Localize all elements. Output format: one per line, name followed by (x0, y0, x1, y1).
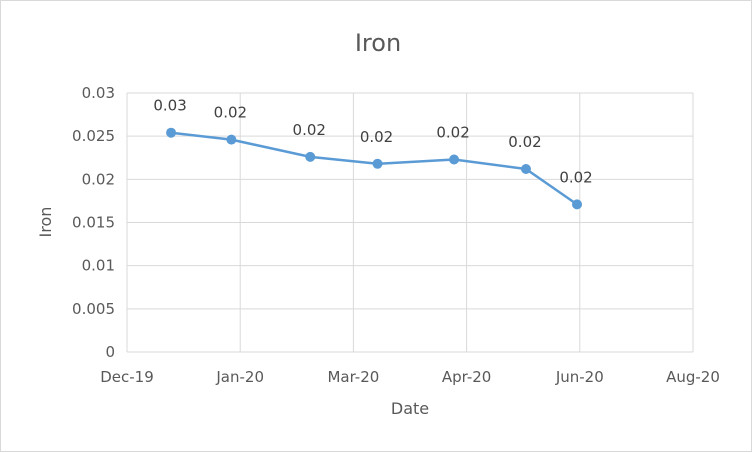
data-point[interactable] (166, 127, 177, 138)
data-label: 0.02 (360, 128, 393, 146)
data-label: 0.02 (559, 168, 592, 186)
chart-title: Iron (355, 29, 401, 57)
y-tick-label: 0.03 (82, 84, 115, 102)
data-point[interactable] (305, 151, 316, 162)
x-tick-label: Aug-20 (666, 368, 720, 386)
data-point[interactable] (572, 199, 583, 210)
y-axis-title: Iron (36, 207, 55, 238)
data-point[interactable] (226, 134, 237, 145)
x-tick-label: Dec-19 (100, 368, 154, 386)
data-point[interactable] (372, 158, 383, 169)
data-label: 0.02 (436, 123, 469, 141)
x-tick-label: Jun-20 (555, 368, 604, 386)
data-point[interactable] (520, 163, 531, 174)
data-label: 0.02 (508, 133, 541, 151)
data-label: 0.02 (293, 121, 326, 139)
y-tick-label: 0.025 (72, 127, 115, 145)
series-group (166, 127, 583, 210)
x-tick-label: Mar-20 (327, 368, 379, 386)
y-tick-label: 0.01 (82, 257, 115, 275)
tick-labels: 0 0.005 0.01 0.015 0.02 0.025 0.03 Dec-19 Jan-20… (72, 84, 720, 386)
x-tick-label: Apr-20 (442, 368, 492, 386)
data-labels: 0.03 0.02 0.02 0.02 0.02 0.02 0.02 (153, 97, 592, 187)
data-label: 0.02 (214, 104, 247, 122)
data-label: 0.03 (153, 97, 186, 115)
grid (126, 92, 694, 353)
data-point[interactable] (449, 154, 460, 165)
y-tick-label: 0 (105, 343, 115, 361)
y-tick-label: 0.02 (82, 170, 115, 188)
x-tick-label: Jan-20 (215, 368, 264, 386)
y-tick-label: 0.005 (72, 300, 115, 318)
y-tick-label: 0.015 (72, 214, 115, 232)
x-axis-title: Date (391, 399, 429, 418)
